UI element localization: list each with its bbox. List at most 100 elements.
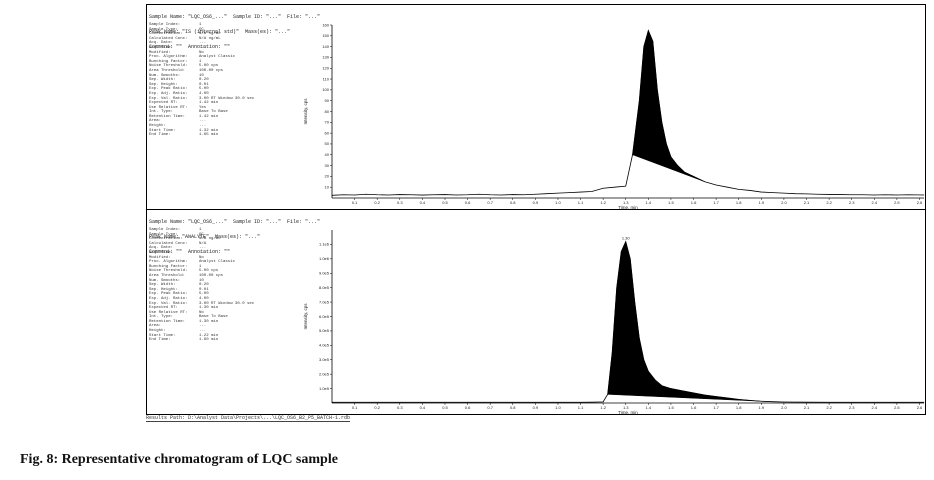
info-key: Int. Type: xyxy=(149,110,174,115)
x-axis-title: Time, min xyxy=(618,205,638,210)
info-row: Start Time: 1.32 min xyxy=(149,129,319,134)
y-tick-label: 80 xyxy=(325,109,330,114)
info-value: No xyxy=(199,50,204,55)
y-tick-label: 6.0e5 xyxy=(319,314,330,319)
info-key: Modified: xyxy=(149,50,171,55)
data-point xyxy=(684,171,685,173)
data-point xyxy=(535,193,536,195)
acquisition-info: Sample Index: 1 Sample Type: QC Concentratio… xyxy=(149,23,319,138)
y-tick-label: 1.1e6 xyxy=(319,242,330,247)
info-value: ... xyxy=(199,250,207,255)
data-point xyxy=(643,359,645,361)
y-tick-label: 110 xyxy=(323,76,330,81)
data-point xyxy=(840,194,841,195)
data-point xyxy=(652,40,654,42)
data-point xyxy=(591,191,593,192)
info-key: Calculated Conc: xyxy=(149,241,188,246)
info-row: Retention Time: 1.30 min xyxy=(149,320,319,325)
y-tick-label: 50 xyxy=(325,141,330,146)
info-row: End Time: 1.65 min xyxy=(149,133,319,138)
data-point xyxy=(422,401,423,403)
info-key: Num. Smooths: xyxy=(149,73,181,78)
data-point xyxy=(828,401,830,403)
header-line: Comment: "" Annotation: "" xyxy=(149,44,231,50)
data-point xyxy=(512,401,514,403)
x-tick-label: 0.6 xyxy=(465,200,471,205)
data-point xyxy=(761,400,762,402)
data-point xyxy=(666,143,667,145)
info-row: Expected RT: 1.42 min xyxy=(149,101,319,106)
data-point xyxy=(923,401,925,403)
y-tick-label: 10 xyxy=(325,184,330,189)
x-tick-label: 0.4 xyxy=(420,405,426,410)
data-point xyxy=(873,194,875,196)
data-point xyxy=(354,194,355,196)
info-key: Sample Type: xyxy=(149,232,178,237)
x-tick-label: 1.8 xyxy=(736,405,742,410)
info-row: Height:... xyxy=(149,124,319,129)
info-value: 0.20 xyxy=(199,283,209,288)
info-key: Exp. Adj. Ratio: xyxy=(149,296,188,301)
data-point xyxy=(851,194,852,196)
info-key: Height: xyxy=(149,124,166,129)
info-key: Concentration: xyxy=(149,237,183,242)
info-row: Num. Smooths: 10 xyxy=(149,74,319,79)
data-point xyxy=(467,401,468,403)
info-key: Proc. Algorithm: xyxy=(149,260,188,265)
info-row: Exp. Adj. Ratio: 4.00 xyxy=(149,297,319,302)
data-point xyxy=(632,154,633,156)
data-point xyxy=(783,401,785,403)
info-key: Exp. Peak Ratio: xyxy=(149,87,188,92)
data-point xyxy=(772,401,773,403)
data-point xyxy=(681,390,683,392)
data-point xyxy=(512,194,514,195)
info-row: Sep. Width: 0.20 xyxy=(149,283,319,288)
data-point xyxy=(704,394,706,396)
info-key: Sample Type: xyxy=(149,27,178,32)
series-line xyxy=(331,29,925,196)
info-key: Acq. Time: xyxy=(149,45,174,50)
info-row: Noise Threshold: 5.00 cps xyxy=(149,64,319,69)
data-point xyxy=(738,399,740,400)
x-tick-label: 0.8 xyxy=(510,200,516,205)
x-tick-label: 0.5 xyxy=(442,405,448,410)
info-value: 3.00 RT Window 30.0 sec xyxy=(199,301,255,306)
info-value: 1.32 min xyxy=(199,128,219,133)
x-tick-label: 1.7 xyxy=(713,405,719,410)
info-row: Sample Type: QC xyxy=(149,28,319,33)
data-point xyxy=(433,194,434,196)
info-value: 10 xyxy=(199,278,204,283)
x-tick-label: 2.2 xyxy=(826,405,832,410)
data-point xyxy=(661,122,663,123)
y-tick-label: 40 xyxy=(325,152,330,157)
data-point xyxy=(489,194,491,196)
x-tick-label: 0.8 xyxy=(510,405,516,410)
data-point xyxy=(614,186,615,188)
x-tick-label: 1.4 xyxy=(646,200,652,205)
results-path: Results Path: D:\Analyst Data\Projects\.… xyxy=(146,415,351,422)
data-point xyxy=(704,181,706,183)
peak-label: 1.30 xyxy=(622,236,631,241)
info-key: Noise Threshold: xyxy=(149,269,188,274)
data-point xyxy=(693,176,694,177)
data-point xyxy=(489,401,491,403)
x-axis-title: Time, min xyxy=(618,410,638,415)
data-point xyxy=(727,397,728,399)
info-row: Sample Index: 1 xyxy=(149,23,319,28)
data-point xyxy=(467,194,468,196)
info-value: 100.00 cps xyxy=(199,273,224,278)
info-row: Use Relative RT: Yes xyxy=(149,106,319,111)
info-key: Area: xyxy=(149,119,162,124)
info-key: Height: xyxy=(149,329,166,334)
data-point xyxy=(885,194,886,196)
info-value: ... xyxy=(199,246,207,251)
panel-header: Sample Name: "LQC_OS6_..." Sample ID: ".… xyxy=(149,210,709,265)
data-point xyxy=(749,190,751,191)
acquisition-info: Sample Index: 1 Sample Type: QC Concentratio… xyxy=(149,228,319,343)
info-value: 1.42 min xyxy=(199,114,219,119)
info-value: 1.22 min xyxy=(199,333,219,338)
info-value: Base To Base xyxy=(199,315,228,320)
x-tick-label: 1.1 xyxy=(578,200,584,205)
data-point xyxy=(625,241,627,242)
x-tick-label: 0.2 xyxy=(374,200,380,205)
